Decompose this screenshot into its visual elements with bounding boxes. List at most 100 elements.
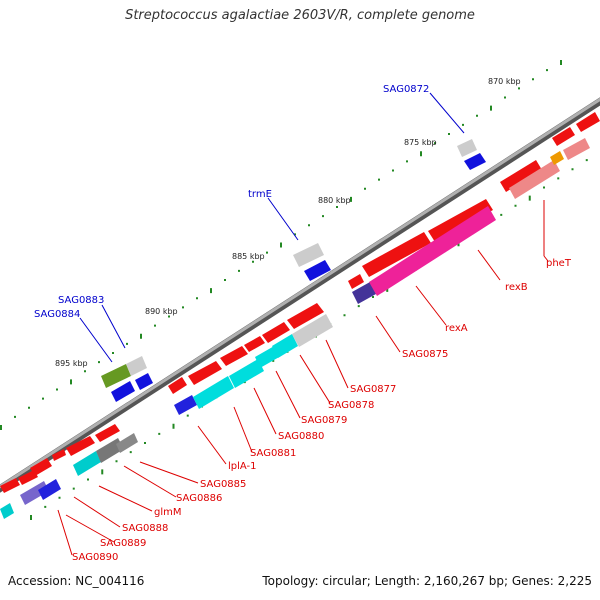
scale-dot <box>186 414 189 417</box>
gene-SAG0884-box[interactable] <box>101 364 131 388</box>
feature-gray-1[interactable] <box>292 314 333 347</box>
gene-SAG0872-box[interactable] <box>457 139 477 157</box>
scale-dot <box>224 279 226 281</box>
label-SAG0883[interactable]: SAG0883 <box>58 295 104 306</box>
feature-cyan-1[interactable] <box>0 503 14 519</box>
label-connectors <box>57 92 549 556</box>
scale-dot <box>144 442 146 444</box>
label-SAG0888[interactable]: SAG0888 <box>122 523 168 534</box>
feature-purple-2[interactable] <box>352 282 376 304</box>
gene-SAG0879[interactable] <box>262 322 290 343</box>
label-SAG0880[interactable]: SAG0880 <box>278 431 324 442</box>
feature-cyan-6[interactable] <box>272 334 298 358</box>
scale-dot <box>546 69 548 72</box>
gene-SAG0873[interactable] <box>500 160 542 192</box>
label-SAG0875[interactable]: SAG0875 <box>402 349 448 360</box>
scale-dot <box>196 297 198 300</box>
feature-salmon-2[interactable] <box>563 138 590 160</box>
scale-dot <box>490 105 492 111</box>
gene-SAG0875[interactable] <box>348 274 364 289</box>
scale-dot <box>172 423 175 429</box>
feature-orange-1[interactable] <box>550 151 564 165</box>
gene-SAG0883-box[interactable] <box>126 356 147 376</box>
label-pheT[interactable]: pheT <box>546 258 572 269</box>
scale-dot <box>42 397 44 400</box>
scale-dot <box>30 515 32 520</box>
scale-dot <box>557 177 560 180</box>
label-SAG0878[interactable]: SAG0878 <box>328 400 374 411</box>
scale-dot <box>58 496 61 499</box>
feature-blue-6[interactable] <box>464 153 486 170</box>
gene-SAG0878[interactable] <box>287 303 324 329</box>
label-lplA-1[interactable]: lplA-1 <box>228 461 257 472</box>
scale-dot <box>504 96 506 99</box>
label-SAG0877[interactable]: SAG0877 <box>350 384 396 395</box>
feature-blue-1[interactable] <box>38 479 61 500</box>
gene-trmE-box[interactable] <box>293 243 324 267</box>
gene-SAG0889[interactable] <box>18 470 38 485</box>
label-SAG0885[interactable]: SAG0885 <box>200 479 246 490</box>
gene-rexB[interactable] <box>428 199 493 242</box>
scale-dot <box>434 142 436 145</box>
scale-dot <box>28 406 30 409</box>
gene-SAG0885[interactable] <box>95 424 120 442</box>
gene-lplA-1[interactable] <box>168 377 187 394</box>
scale-dot <box>420 151 422 157</box>
label-SAG0872[interactable]: SAG0872 <box>383 84 429 95</box>
scale-dot <box>378 178 380 181</box>
topology-summary: Topology: circular; Length: 2,160,267 bp… <box>262 574 592 588</box>
gene-SAG0871[interactable] <box>552 127 575 146</box>
label-SAG0889[interactable]: SAG0889 <box>100 538 146 549</box>
kbp-880: 880 kbp <box>318 196 351 205</box>
feature-cyan-4[interactable] <box>229 359 264 388</box>
scale-dot <box>266 251 268 254</box>
gene-rexA[interactable] <box>362 232 431 277</box>
label-SAG0881[interactable]: SAG0881 <box>250 448 296 459</box>
outer-genes <box>101 139 486 402</box>
gene-SAG0870[interactable] <box>576 112 600 132</box>
scale-dot <box>140 333 142 339</box>
feature-blue-5[interactable] <box>304 260 331 281</box>
scale-dot <box>210 288 212 294</box>
label-trmE[interactable]: trmE <box>248 189 272 200</box>
label-SAG0884[interactable]: SAG0884 <box>34 309 80 320</box>
scale-dot <box>322 215 324 218</box>
accession-text: Accession: NC_004116 <box>8 574 145 588</box>
feature-salmon-1[interactable] <box>509 160 560 199</box>
scale-dot <box>528 195 531 201</box>
gene-SAG0888[interactable] <box>30 458 52 476</box>
gene-SAG0880[interactable] <box>244 336 265 352</box>
label-SAG0879[interactable]: SAG0879 <box>301 415 347 426</box>
gene-SAG0881b[interactable] <box>220 346 248 366</box>
scale-dot <box>343 314 346 317</box>
feature-blue-2[interactable] <box>174 395 197 415</box>
feature-cyan-2[interactable] <box>73 451 101 476</box>
feature-pink-1[interactable] <box>369 206 496 296</box>
scale-dot <box>280 242 282 248</box>
kbp-890: 890 kbp <box>145 307 178 316</box>
feature-blue-3[interactable] <box>111 381 135 402</box>
label-SAG0890[interactable]: SAG0890 <box>72 552 118 563</box>
feature-darkgray-2[interactable] <box>116 433 138 453</box>
label-rexB[interactable]: rexB <box>505 282 528 293</box>
gene-glmM[interactable] <box>52 449 66 461</box>
scale-dot <box>98 361 100 364</box>
scale-dot <box>364 187 366 190</box>
scale-dot <box>72 487 75 490</box>
label-rexA[interactable]: rexA <box>445 323 468 334</box>
scale-dot <box>112 352 114 354</box>
gene-SAG0890[interactable] <box>0 478 20 493</box>
scale-dot <box>101 469 104 475</box>
label-glmM[interactable]: glmM <box>154 507 182 518</box>
gene-SAG0886[interactable] <box>66 436 95 456</box>
feature-cyan-3[interactable] <box>193 376 234 409</box>
feature-purple-1[interactable] <box>20 481 49 505</box>
feature-blue-4[interactable] <box>135 373 153 390</box>
scale-dot <box>158 432 161 435</box>
label-SAG0886[interactable]: SAG0886 <box>176 493 222 504</box>
scale-dot <box>154 324 156 327</box>
forward-genes <box>0 112 600 493</box>
secondary-genes <box>0 138 590 519</box>
gene-SAG0881a[interactable] <box>188 361 222 385</box>
